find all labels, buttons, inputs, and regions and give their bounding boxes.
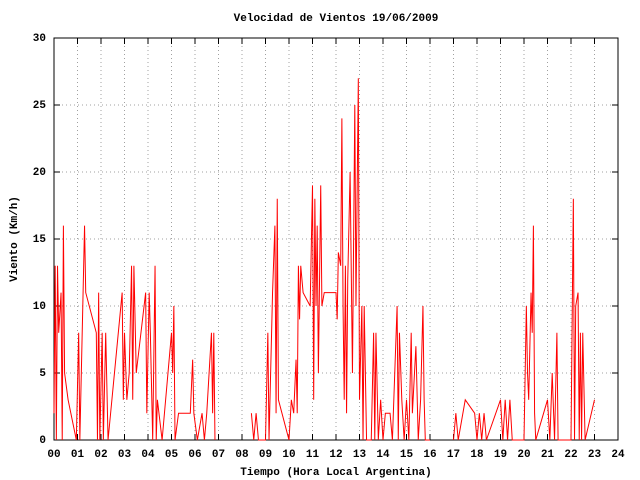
y-tick-label: 10 xyxy=(33,301,46,313)
x-tick-label: 18 xyxy=(470,449,484,461)
x-tick-label: 00 xyxy=(47,449,60,461)
y-axis-label: Viento (Km/h) xyxy=(9,196,21,282)
x-tick-label: 14 xyxy=(376,449,390,461)
x-tick-label: 04 xyxy=(141,449,155,461)
data-line xyxy=(53,78,595,441)
x-tick-label: 21 xyxy=(541,449,555,461)
chart-title: Velocidad de Vientos 19/06/2009 xyxy=(234,13,439,25)
x-tick-label: 22 xyxy=(564,449,577,461)
x-tick-label: 24 xyxy=(611,449,625,461)
x-tick-label: 19 xyxy=(494,449,507,461)
x-tick-label: 09 xyxy=(259,449,272,461)
y-tick-label: 25 xyxy=(33,100,47,112)
x-tick-label: 16 xyxy=(423,449,436,461)
y-tick-label: 20 xyxy=(33,167,46,179)
x-tick-label: 12 xyxy=(329,449,342,461)
x-tick-label: 23 xyxy=(588,449,602,461)
x-tick-label: 10 xyxy=(282,449,295,461)
y-tick-label: 15 xyxy=(33,234,47,246)
y-tick-label: 5 xyxy=(39,368,46,380)
x-tick-label: 13 xyxy=(353,449,367,461)
x-tick-label: 17 xyxy=(447,449,460,461)
x-tick-label: 07 xyxy=(212,449,225,461)
y-tick-label: 0 xyxy=(39,435,46,447)
x-tick-label: 11 xyxy=(306,449,320,461)
x-tick-label: 01 xyxy=(71,449,85,461)
x-tick-label: 06 xyxy=(188,449,201,461)
x-tick-label: 08 xyxy=(235,449,249,461)
plot-border xyxy=(53,37,619,441)
x-tick-label: 03 xyxy=(118,449,132,461)
x-tick-label: 02 xyxy=(94,449,107,461)
x-tick-label: 20 xyxy=(517,449,530,461)
y-tick-label: 30 xyxy=(33,33,46,45)
x-tick-label: 05 xyxy=(165,449,179,461)
x-axis-label: Tiempo (Hora Local Argentina) xyxy=(240,467,431,479)
x-tick-label: 15 xyxy=(400,449,414,461)
